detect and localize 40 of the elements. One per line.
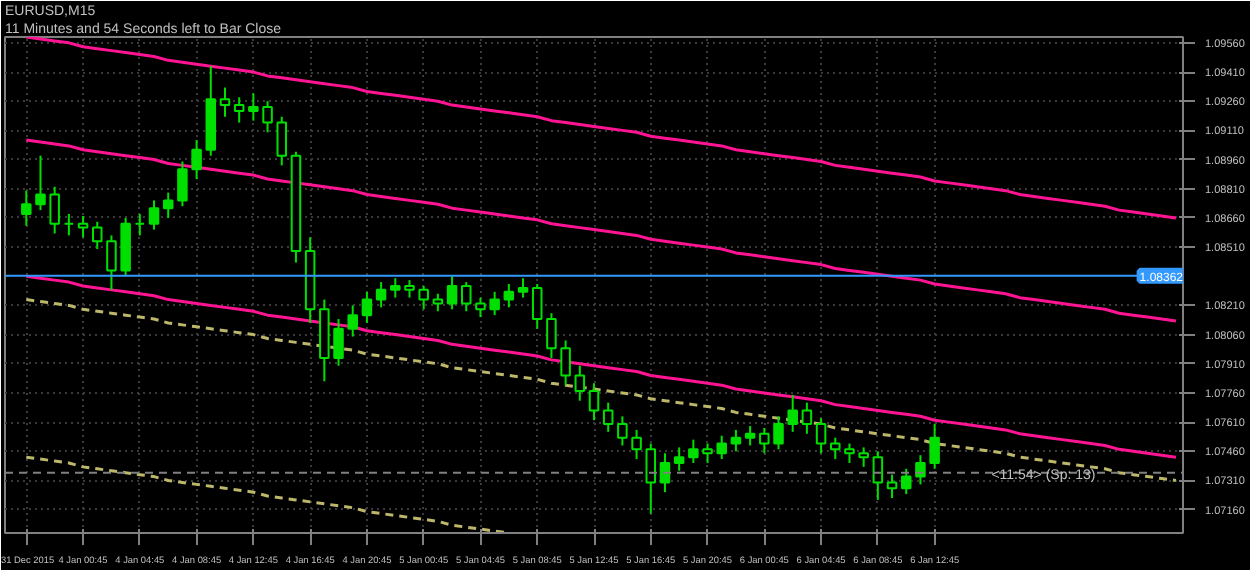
- line-series: [24, 37, 1178, 220]
- candlestick: [375, 281, 387, 309]
- candlestick: [645, 442, 657, 515]
- candlestick: [560, 339, 571, 387]
- candlestick: [191, 139, 202, 180]
- candlestick: [461, 281, 472, 313]
- candlestick: [631, 428, 642, 461]
- candlestick: [574, 364, 586, 402]
- candlestick: [673, 446, 685, 472]
- candlestick: [929, 423, 940, 470]
- candlestick: [92, 220, 103, 251]
- candlestick: [588, 382, 600, 422]
- candlestick: [602, 401, 614, 433]
- candlestick: [361, 290, 373, 324]
- candlestick: [815, 417, 827, 455]
- candlestick: [801, 401, 813, 435]
- candlestick: [858, 446, 869, 468]
- candlestick: [77, 214, 89, 239]
- candlestick: [787, 393, 798, 433]
- candlestick: [830, 436, 841, 461]
- candlestick: [915, 454, 926, 486]
- candlestick: [844, 442, 855, 464]
- candlestick: [446, 275, 458, 311]
- candlestick: [177, 160, 188, 208]
- candlestick: [418, 284, 429, 311]
- candlestick: [546, 312, 557, 359]
- candlestick: [219, 86, 231, 118]
- candlestick: [531, 283, 543, 330]
- candlestick: [276, 115, 288, 167]
- candlestick: [900, 467, 912, 496]
- line-series: [24, 298, 1178, 482]
- candlestick: [617, 415, 628, 447]
- candlestick: [233, 96, 245, 124]
- candlestick: [517, 277, 529, 299]
- candlestick: [730, 428, 742, 453]
- candlestick: [744, 425, 756, 447]
- candlestick: [148, 199, 160, 231]
- candlestick: [886, 473, 898, 499]
- candlestick: [503, 283, 515, 309]
- candlestick: [162, 191, 174, 219]
